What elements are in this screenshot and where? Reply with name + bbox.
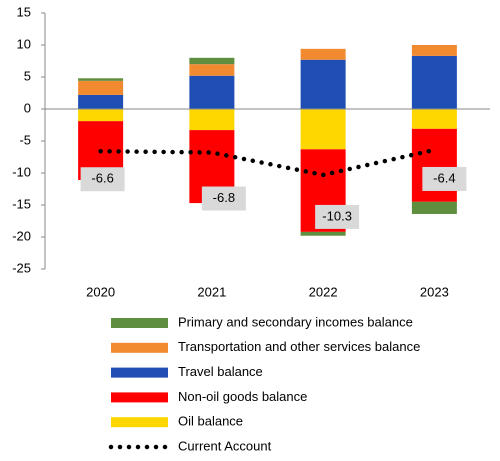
bar-segment (411, 109, 457, 129)
data-label-box (315, 204, 360, 229)
bar-segment (78, 78, 124, 81)
bar-segment (78, 80, 124, 95)
data-label: -10.3 (322, 208, 352, 223)
y-tick-label: -25 (12, 260, 31, 275)
bar-segment (300, 59, 346, 109)
legend-item: Transportation and other services balanc… (111, 339, 420, 354)
data-label: -6.6 (91, 171, 113, 186)
legend-label: Non-oil goods balance (178, 389, 307, 404)
x-tick-label: 2020 (86, 284, 115, 299)
x-tick-label: 2022 (309, 284, 338, 299)
legend-item: Non-oil goods balance (111, 389, 307, 404)
legend-swatch (111, 318, 168, 328)
legend-label: Current Account (178, 438, 272, 453)
bar-segment (300, 109, 346, 150)
legend-label: Transportation and other services balanc… (178, 339, 420, 354)
legend-swatch (111, 367, 168, 378)
x-tick-label: 2021 (197, 284, 226, 299)
legend-swatch (111, 342, 168, 353)
legend-item: Oil balance (111, 414, 243, 429)
bar-segment (411, 201, 457, 214)
bar-segment (411, 45, 457, 56)
legend-swatch (111, 417, 168, 428)
bar-segment (411, 55, 457, 109)
bar-segment (189, 57, 235, 65)
legend-label: Primary and secondary incomes balance (178, 314, 413, 329)
bar-segment (189, 64, 235, 76)
data-label: -6.8 (213, 190, 235, 205)
data-label-box (422, 166, 467, 191)
bar-segment (189, 109, 235, 131)
data-label: -6.4 (433, 170, 455, 185)
y-tick-label: 5 (24, 68, 31, 83)
legend-label: Oil balance (178, 414, 243, 429)
legend-item: Travel balance (111, 364, 263, 379)
bar-segment (300, 231, 346, 236)
legend-swatch (111, 392, 168, 403)
y-tick-label: 10 (17, 36, 31, 51)
data-label-box (80, 167, 125, 192)
legend-label: Travel balance (178, 364, 263, 379)
y-tick-label: -20 (12, 228, 31, 243)
legend-item: Current Account (108, 438, 272, 453)
data-label-box (201, 186, 246, 211)
bar-segment (78, 94, 124, 109)
y-tick-label: 15 (17, 4, 31, 19)
bar-segment (78, 109, 124, 122)
y-tick-label: 0 (24, 100, 31, 115)
line-series (98, 147, 437, 178)
bar-segment (300, 48, 346, 60)
bar-segment (189, 75, 235, 109)
y-tick-label: -10 (12, 164, 31, 179)
y-tick-label: -5 (19, 132, 31, 147)
y-tick-label: -15 (12, 196, 31, 211)
legend-item: Primary and secondary incomes balance (111, 314, 413, 329)
x-tick-label: 2023 (420, 284, 449, 299)
